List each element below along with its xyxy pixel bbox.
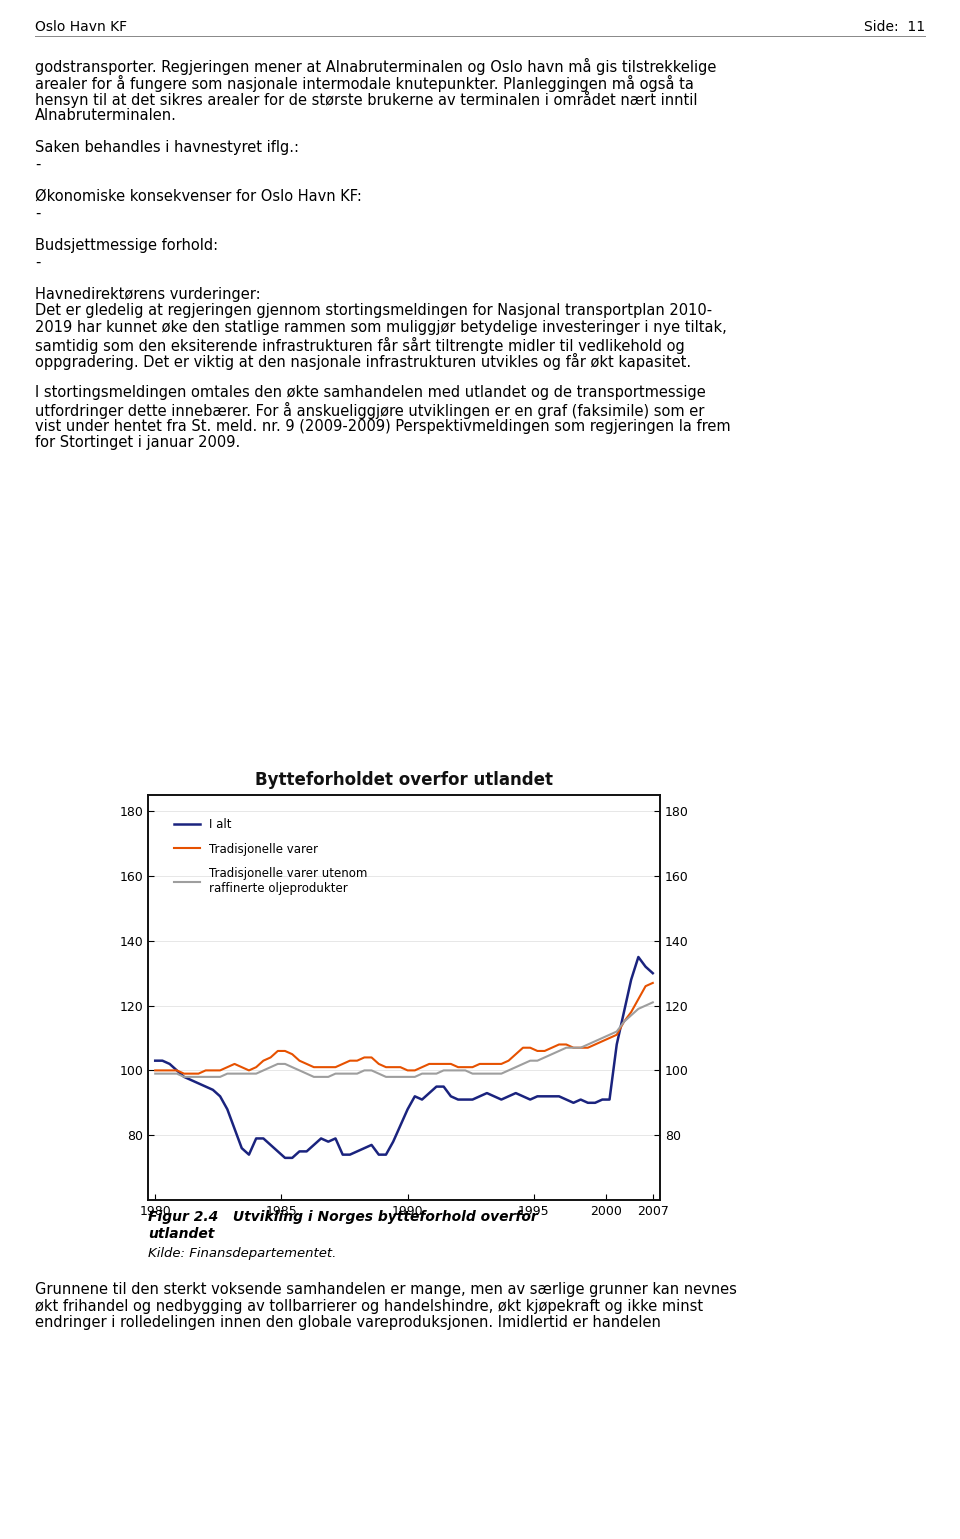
Text: Side:  11: Side: 11: [864, 20, 925, 34]
Text: oppgradering. Det er viktig at den nasjonale infrastrukturen utvikles og får økt: oppgradering. Det er viktig at den nasjo…: [35, 352, 691, 369]
Text: samtidig som den eksiterende infrastrukturen får sårt tiltrengte midler til vedl: samtidig som den eksiterende infrastrukt…: [35, 337, 684, 354]
Text: vist under hentet fra St. meld. nr. 9 (2009-2009) Perspektivmeldingen som regjer: vist under hentet fra St. meld. nr. 9 (2…: [35, 419, 731, 434]
Text: for Stortinget i januar 2009.: for Stortinget i januar 2009.: [35, 436, 240, 449]
Legend: I alt, Tradisjonelle varer, Tradisjonelle varer utenom
raffinerte oljeprodukter: I alt, Tradisjonelle varer, Tradisjonell…: [169, 813, 372, 900]
Text: arealer for å fungere som nasjonale intermodale knutepunkter. Planleggingen må o: arealer for å fungere som nasjonale inte…: [35, 74, 694, 91]
Text: -: -: [35, 254, 40, 269]
Text: hensyn til at det sikres arealer for de største brukerne av terminalen i området: hensyn til at det sikres arealer for de …: [35, 91, 698, 108]
Text: utlandet: utlandet: [148, 1227, 214, 1240]
Text: Oslo Havn KF: Oslo Havn KF: [35, 20, 127, 34]
Text: Grunnene til den sterkt voksende samhandelen er mange, men av særlige grunner ka: Grunnene til den sterkt voksende samhand…: [35, 1282, 737, 1297]
Text: utfordringer dette innebærer. For å anskueliggjøre utviklingen er en graf (faksi: utfordringer dette innebærer. For å ansk…: [35, 402, 705, 419]
Text: Alnabruterminalen.: Alnabruterminalen.: [35, 108, 177, 123]
Title: Bytteforholdet overfor utlandet: Bytteforholdet overfor utlandet: [255, 771, 553, 790]
Text: endringer i rolledelingen innen den globale vareproduksjonen. Imidlertid er hand: endringer i rolledelingen innen den glob…: [35, 1314, 660, 1330]
Text: økt frihandel og nedbygging av tollbarrierer og handelshindre, økt kjøpekraft og: økt frihandel og nedbygging av tollbarri…: [35, 1299, 703, 1313]
Text: 2019 har kunnet øke den statlige rammen som muliggjør betydelige investeringer i: 2019 har kunnet øke den statlige rammen …: [35, 320, 727, 336]
Text: I stortingsmeldingen omtales den økte samhandelen med utlandet og de transportme: I stortingsmeldingen omtales den økte sa…: [35, 385, 706, 400]
Text: Økonomiske konsekvenser for Oslo Havn KF:: Økonomiske konsekvenser for Oslo Havn KF…: [35, 189, 362, 205]
Text: Kilde: Finansdepartementet.: Kilde: Finansdepartementet.: [148, 1247, 336, 1260]
Text: Det er gledelig at regjeringen gjennom stortingsmeldingen for Nasjonal transport: Det er gledelig at regjeringen gjennom s…: [35, 303, 712, 319]
Text: godstransporter. Regjeringen mener at Alnabruterminalen og Oslo havn må gis tils: godstransporter. Regjeringen mener at Al…: [35, 58, 716, 75]
Text: Havnedirektørens vurderinger:: Havnedirektørens vurderinger:: [35, 286, 260, 302]
Text: -: -: [35, 157, 40, 171]
Text: Saken behandles i havnestyret iflg.:: Saken behandles i havnestyret iflg.:: [35, 140, 299, 155]
Text: -: -: [35, 206, 40, 220]
Text: Figur 2.4   Utvikling i Norges bytteforhold overfor: Figur 2.4 Utvikling i Norges bytteforhol…: [148, 1210, 538, 1224]
Text: Budsjettmessige forhold:: Budsjettmessige forhold:: [35, 239, 218, 252]
